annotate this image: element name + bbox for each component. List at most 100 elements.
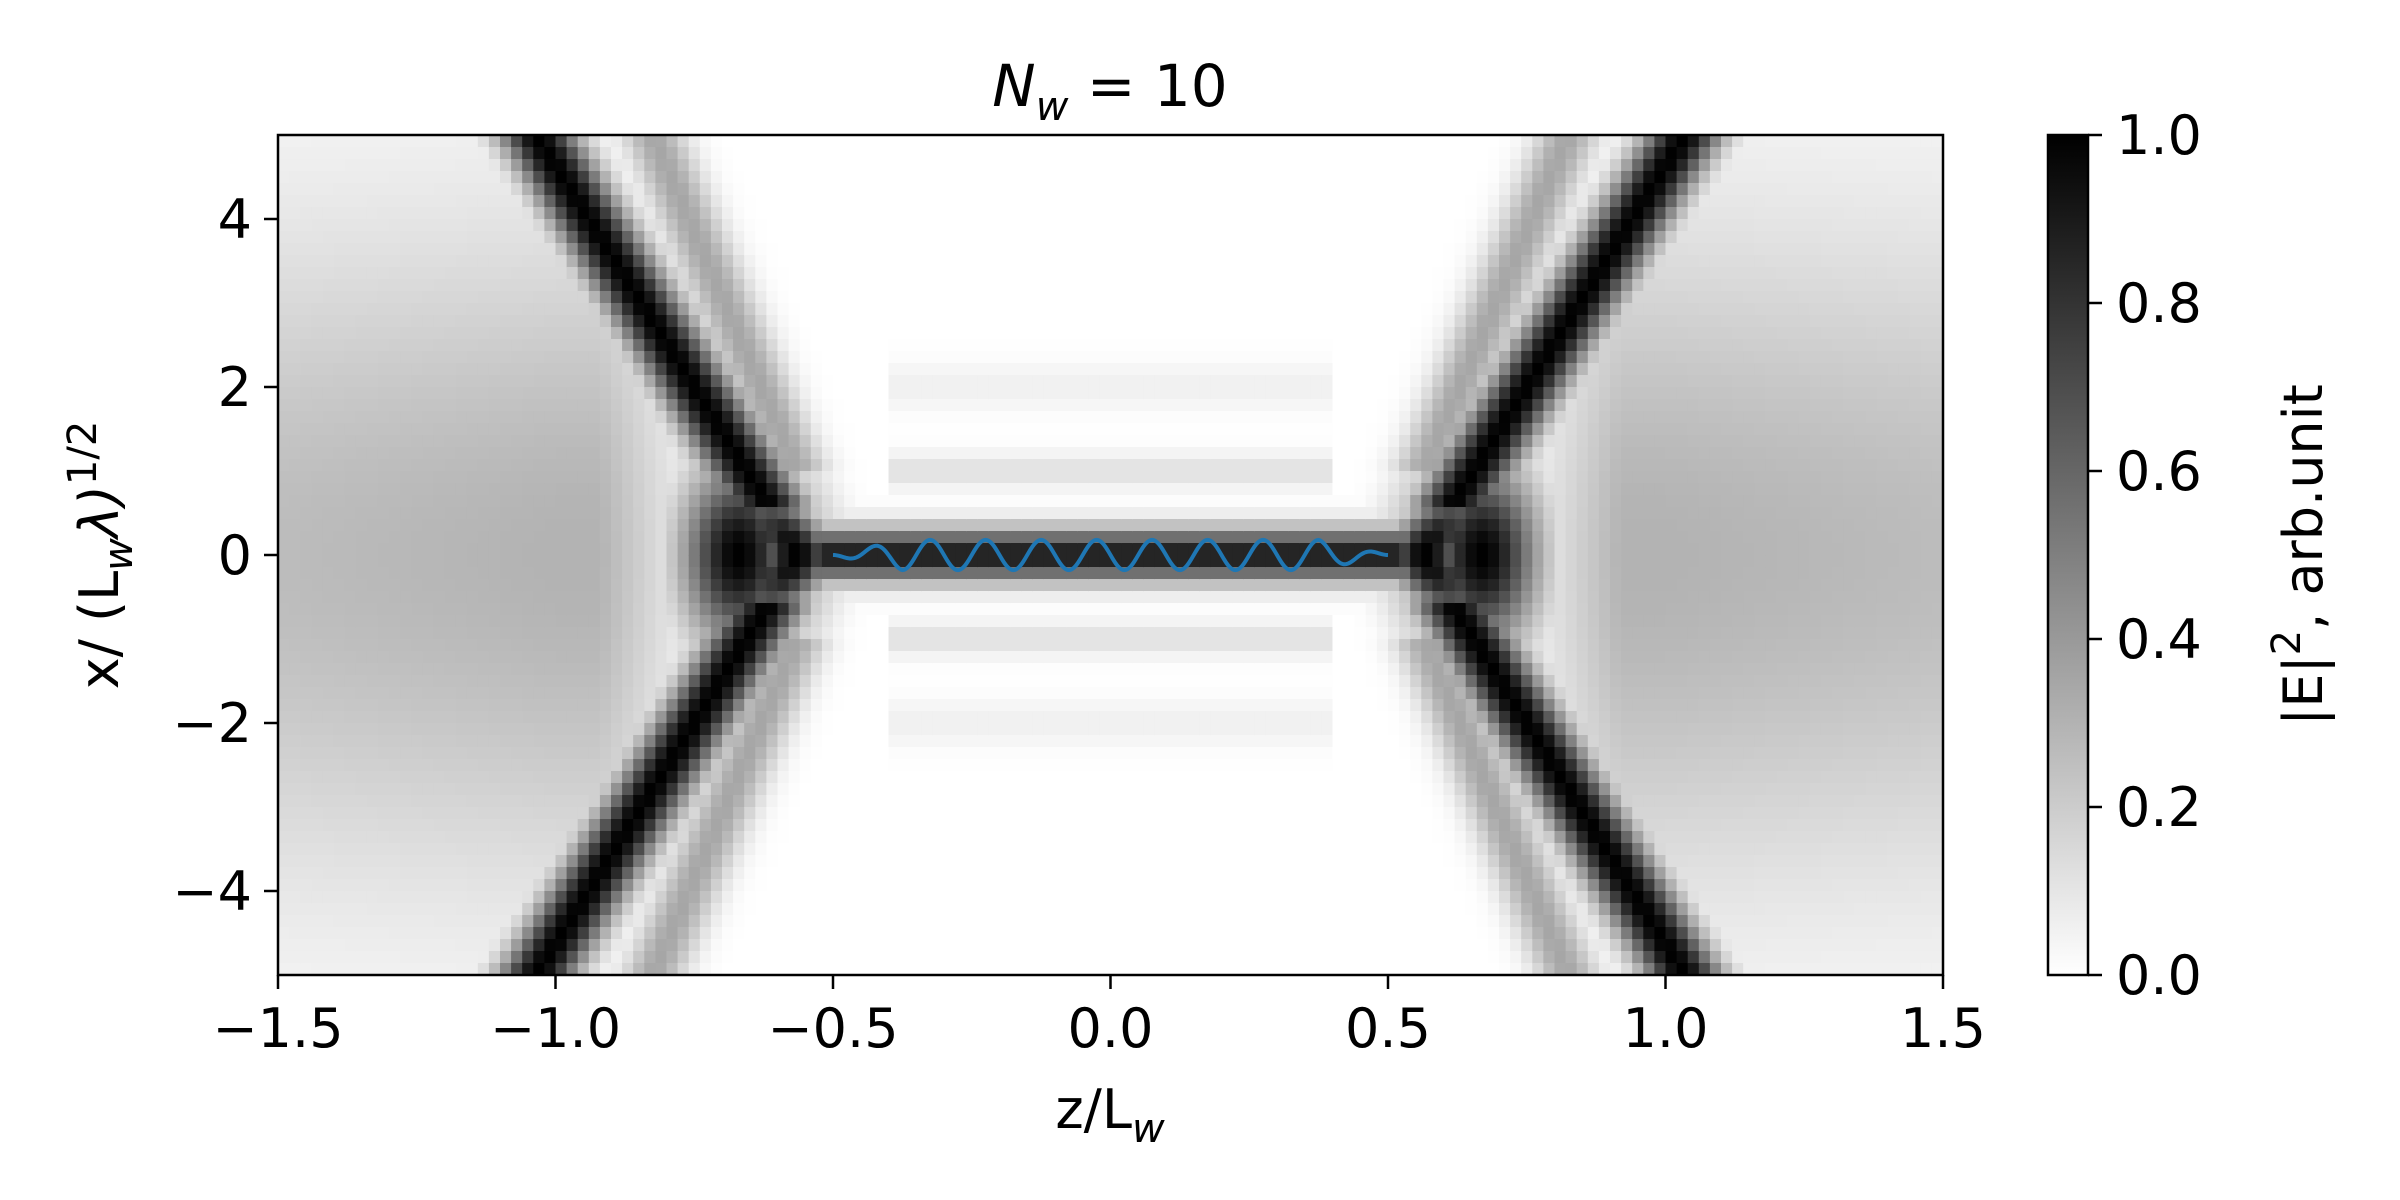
heatmap-cell <box>422 903 434 916</box>
heatmap-cell <box>888 411 901 424</box>
heatmap-cell <box>910 879 923 892</box>
heatmap-cell <box>400 747 412 760</box>
heatmap-cell <box>910 927 923 940</box>
heatmap-cell <box>921 963 934 975</box>
heatmap-cell <box>278 795 290 808</box>
heatmap-cell <box>588 399 601 412</box>
heatmap-cell <box>1032 567 1045 580</box>
heatmap-cell <box>311 279 323 292</box>
heatmap-cell <box>833 915 845 928</box>
heatmap-cell <box>877 759 890 772</box>
heatmap-cell <box>577 519 590 532</box>
heatmap-cell <box>377 543 390 556</box>
heatmap-cell <box>389 783 401 796</box>
heatmap-cell <box>300 591 312 604</box>
heatmap-cell <box>1055 255 1067 268</box>
heatmap-cell <box>500 591 512 604</box>
heatmap-cell <box>422 507 434 520</box>
heatmap-cell <box>833 171 845 184</box>
heatmap-cell <box>899 963 912 975</box>
heatmap-cell <box>522 399 534 412</box>
heatmap-cell <box>588 867 601 880</box>
heatmap-cell <box>788 675 801 688</box>
heatmap-cell <box>444 315 457 328</box>
heatmap-cell <box>999 831 1012 844</box>
heatmap-cell <box>777 723 790 736</box>
heatmap-cell <box>733 711 745 724</box>
heatmap-cell <box>1032 771 1045 784</box>
heatmap-cell <box>777 291 790 304</box>
heatmap-cell <box>1021 807 1034 820</box>
heatmap-cell <box>333 183 346 196</box>
heatmap-cell <box>555 315 568 328</box>
heatmap-cell <box>533 915 545 928</box>
heatmap-cell <box>688 603 701 616</box>
heatmap-cell <box>433 147 446 160</box>
heatmap-cell <box>932 651 945 664</box>
heatmap-cell <box>422 603 434 616</box>
heatmap-cell <box>433 723 446 736</box>
heatmap-cell <box>455 363 468 376</box>
heatmap-cell <box>400 555 412 568</box>
heatmap-cell <box>300 519 312 532</box>
heatmap-cell <box>466 903 479 916</box>
heatmap-cell <box>533 411 545 424</box>
heatmap-cell <box>522 303 534 316</box>
heatmap-cell <box>844 243 856 256</box>
heatmap-cell <box>611 843 623 856</box>
heatmap-cell <box>777 387 790 400</box>
heatmap-cell <box>944 447 956 460</box>
heatmap-cell <box>833 759 845 772</box>
heatmap-cell <box>588 507 601 520</box>
heatmap-cell <box>311 831 323 844</box>
heatmap-cell <box>377 579 390 592</box>
heatmap-cell <box>1032 231 1045 244</box>
heatmap-cell <box>633 279 645 292</box>
heatmap-cell <box>655 603 668 616</box>
heatmap-cell <box>444 243 457 256</box>
heatmap-cell <box>799 147 812 160</box>
heatmap-cell <box>311 339 323 352</box>
heatmap-cell <box>932 663 945 676</box>
heatmap-cell <box>522 279 534 292</box>
heatmap-cell <box>322 903 335 916</box>
heatmap-cell <box>733 435 745 448</box>
heatmap-cell <box>311 579 323 592</box>
heatmap-cell <box>744 711 756 724</box>
heatmap-cell <box>500 615 512 628</box>
heatmap-cell <box>755 567 767 580</box>
heatmap-cell <box>733 267 745 280</box>
heatmap-cell <box>688 507 701 520</box>
heatmap-cell <box>866 819 878 832</box>
heatmap-cell <box>544 363 557 376</box>
heatmap-cell <box>855 807 867 820</box>
heatmap-cell <box>1021 651 1034 664</box>
heatmap-cell <box>955 231 967 244</box>
heatmap-cell <box>833 255 845 268</box>
heatmap-cell <box>966 579 978 592</box>
heatmap-cell <box>921 663 934 676</box>
heatmap-cell <box>777 663 790 676</box>
heatmap-cell <box>1010 771 1023 784</box>
heatmap-cell <box>788 351 801 364</box>
heatmap-cell <box>533 663 545 676</box>
heatmap-cell <box>888 339 901 352</box>
heatmap-cell <box>311 243 323 256</box>
heatmap-cell <box>733 387 745 400</box>
heatmap-cell <box>710 663 723 676</box>
heatmap-cell <box>1032 783 1045 796</box>
heatmap-cell <box>411 147 423 160</box>
heatmap-cell <box>955 579 967 592</box>
heatmap-cell <box>999 879 1012 892</box>
heatmap-cell <box>633 579 645 592</box>
heatmap-cell <box>955 711 967 724</box>
heatmap-cell <box>289 519 301 532</box>
heatmap-cell <box>955 243 967 256</box>
heatmap-cell <box>666 171 679 184</box>
heatmap-cell <box>722 231 734 244</box>
heatmap-cell <box>766 927 779 940</box>
heatmap-cell <box>1043 399 1056 412</box>
heatmap-cell <box>533 135 545 148</box>
heatmap-cell <box>733 675 745 688</box>
heatmap-cell <box>866 651 878 664</box>
